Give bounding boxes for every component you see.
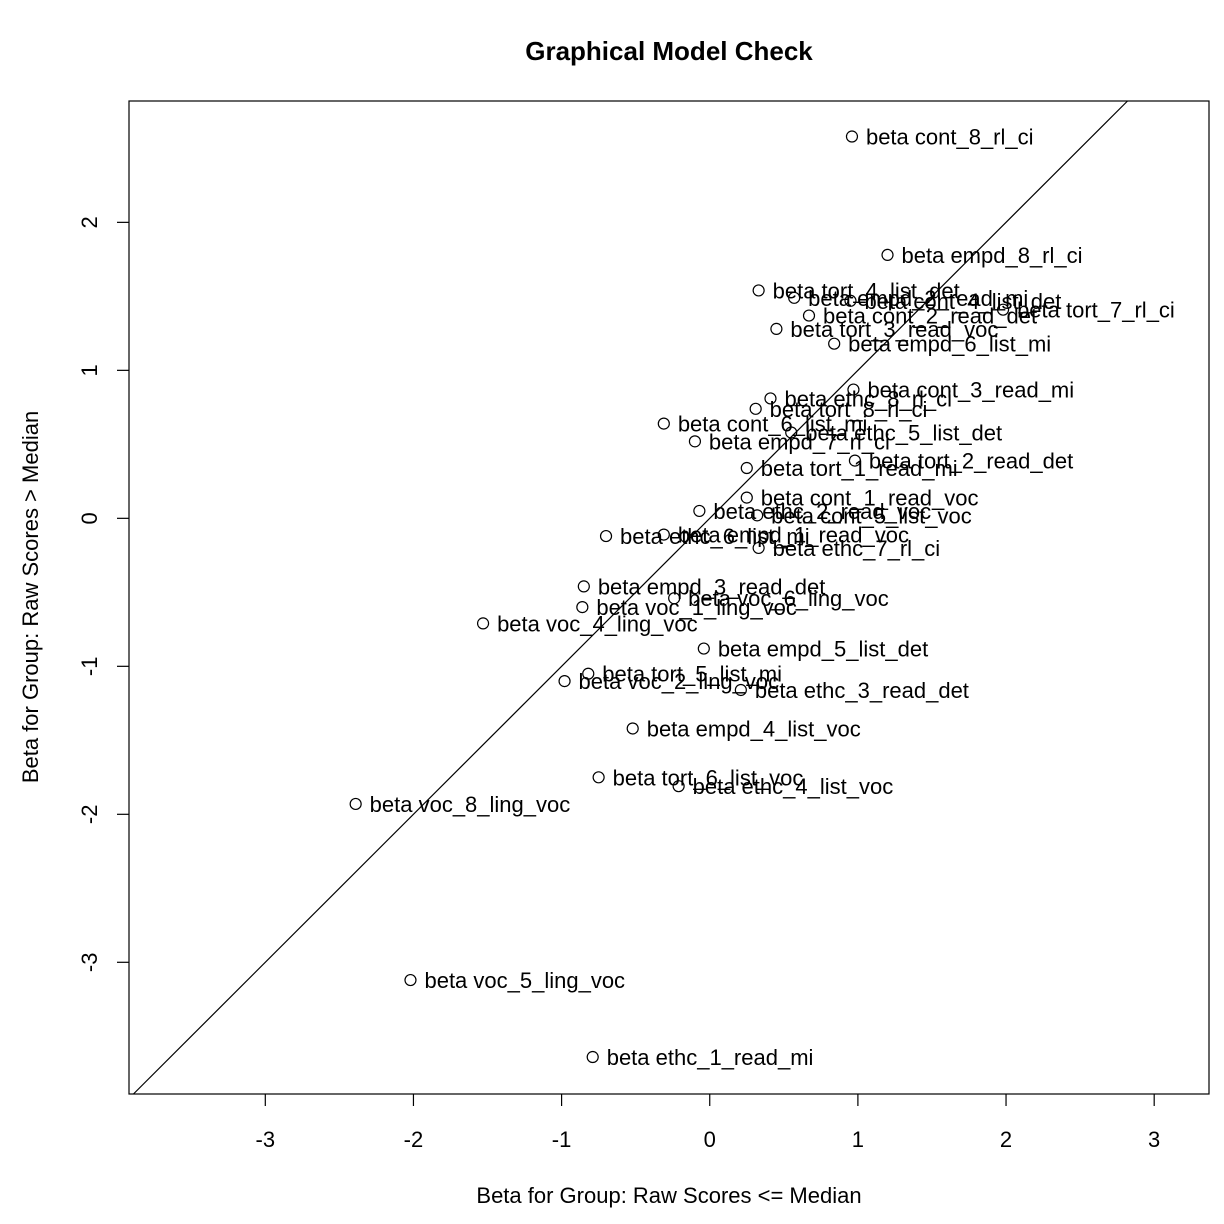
point-label: beta empd_5_list_det (718, 637, 928, 662)
data-point (845, 130, 859, 143)
point-label: beta empd_2_read_mi (808, 286, 1028, 311)
point-label: beta empd_3_read_det (598, 574, 826, 599)
point-label: beta voc_1_ling_voc (596, 595, 797, 620)
point-label: beta cont_5_list_voc (771, 503, 972, 528)
plot-frame (128, 100, 1210, 1095)
point-label: beta empd_8_rl_ci (902, 243, 1083, 268)
data-point (751, 509, 764, 522)
data-point (749, 402, 762, 415)
point-label: beta ethc_2_read_voc (713, 499, 931, 524)
point-label: beta ethc_1_read_mi (607, 1045, 814, 1070)
point-label: beta empd_6_list_mi (848, 332, 1051, 357)
data-point (996, 303, 1010, 316)
point-label: beta tort_3_read_voc (790, 317, 998, 342)
point-label: beta ethc_3_read_det (755, 678, 969, 703)
data-point (577, 580, 590, 593)
data-point (734, 683, 747, 697)
point-label: beta voc_4_ling_voc (497, 611, 698, 636)
data-point (785, 426, 798, 439)
data-point (558, 675, 571, 688)
point-label: beta cont_8_rl_ci (866, 125, 1034, 150)
chart-title: Graphical Model Check (525, 36, 813, 66)
data-point (657, 528, 670, 541)
data-point (844, 294, 857, 307)
data-point (404, 973, 417, 987)
x-tick-label: 1 (852, 1127, 864, 1152)
point-label: beta cont_1_read_voc (761, 486, 979, 511)
data-point (847, 383, 860, 396)
point-label: beta cont_6_list_mi (678, 412, 868, 437)
data-point (770, 322, 783, 336)
point-label: beta cont_4_list_det (864, 289, 1061, 314)
reference-line-group (133, 100, 1128, 1095)
y-tick-label: 0 (77, 512, 102, 524)
x-tick-label: -1 (552, 1127, 572, 1152)
data-point (672, 780, 685, 793)
x-tick-label: 3 (1148, 1127, 1160, 1152)
point-label: beta ethc_7_rl_ci (773, 536, 941, 561)
x-tick-label: -3 (256, 1127, 276, 1152)
data-point (752, 284, 765, 297)
point-label: beta empd_7_rl_ci (709, 429, 890, 454)
point-label: beta tort_2_read_det (869, 449, 1073, 474)
data-point (576, 601, 589, 614)
point-label: beta cont_2_read_det (823, 304, 1037, 329)
point-label: beta tort_1_read_mi (761, 456, 958, 481)
data-point (764, 392, 777, 405)
point-label: beta voc_5_ling_voc (424, 968, 625, 993)
data-point (740, 461, 753, 475)
y-tick-label: -2 (77, 805, 102, 825)
data-point (828, 337, 841, 350)
identity-line (133, 100, 1128, 1095)
data-point (697, 642, 710, 655)
data-point (881, 248, 894, 262)
x-axis-label: Beta for Group: Raw Scores <= Median (476, 1183, 861, 1208)
data-point (582, 667, 595, 680)
point-label: beta tort_5_list_mi (602, 662, 782, 687)
data-point (802, 309, 816, 322)
data-point (668, 592, 681, 605)
data-point (592, 771, 605, 784)
point-label: beta tort_6_list_voc (613, 765, 804, 790)
y-tick-label: -1 (77, 657, 102, 677)
point-label: beta empd_1_read_voc (678, 523, 909, 548)
data-point (688, 435, 702, 448)
point-label: beta ethc_8_rl_ci (784, 386, 952, 411)
y-axis-label: Beta for Group: Raw Scores > Median (18, 411, 43, 783)
y-tick-label: -3 (77, 953, 102, 973)
data-point (740, 491, 753, 504)
point-label: beta ethc_5_list_det (805, 420, 1002, 445)
x-tick-label: 2 (1000, 1127, 1012, 1152)
point-label: beta tort_7_rl_ci (1017, 298, 1175, 323)
point-label: beta voc_8_ling_voc (370, 792, 571, 817)
data-point (657, 417, 670, 430)
y-tick-label: 2 (77, 216, 102, 228)
x-tick-label: -2 (404, 1127, 424, 1152)
data-point (586, 1050, 599, 1064)
x-tick-label: 0 (704, 1127, 716, 1152)
y-axis: -3 -2 -1 0 1 2 (77, 216, 129, 972)
data-point (752, 541, 765, 555)
point-label: beta tort_8_rl_ci (770, 397, 928, 422)
point-label: beta ethc_6_list_mi (620, 524, 810, 549)
data-point (349, 797, 362, 811)
y-tick-label: 1 (77, 364, 102, 376)
data-point (693, 504, 706, 518)
data-point (788, 291, 801, 304)
data-point (599, 529, 613, 543)
x-axis: -3 -2 -1 0 1 2 3 (256, 1094, 1160, 1152)
point-label: beta tort_4_list_det (773, 278, 960, 303)
point-label: beta ethc_4_list_voc (693, 774, 894, 799)
point-label: beta voc_2_ling_voc (579, 669, 780, 694)
data-point (626, 722, 639, 735)
point-label: beta cont_3_read_mi (867, 378, 1074, 403)
data-point (848, 454, 862, 467)
point-label: beta empd_4_list_voc (647, 716, 861, 741)
point-label: beta voc_6_ling_voc (688, 586, 889, 611)
data-point (476, 617, 490, 630)
